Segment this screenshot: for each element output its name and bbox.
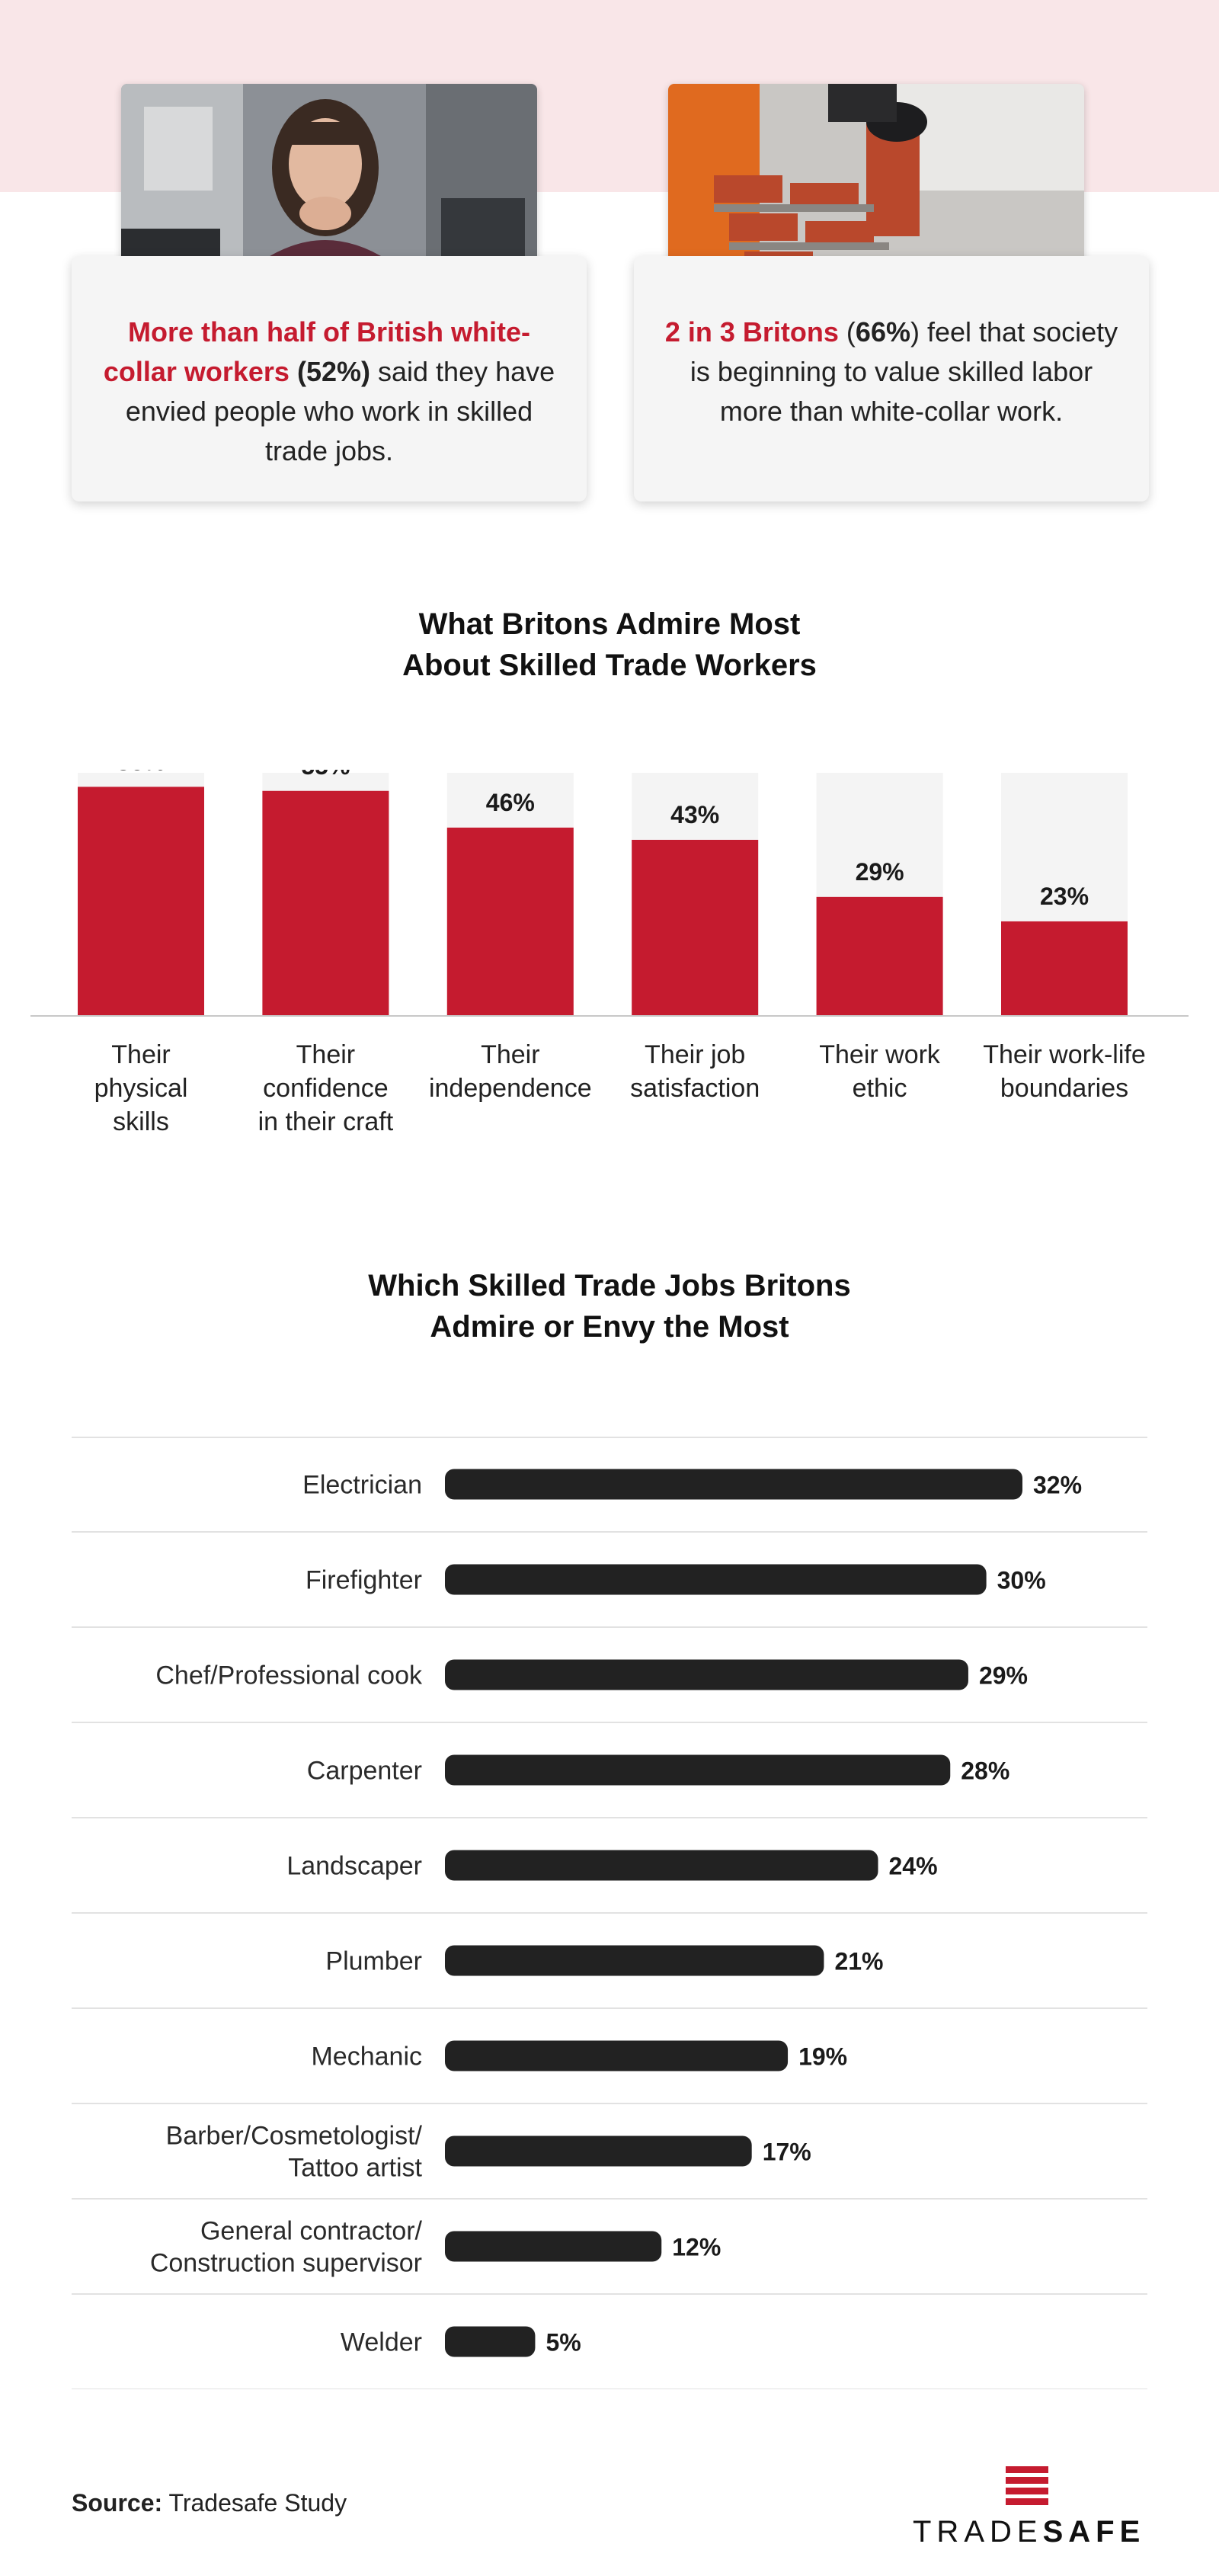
admire-category-label-line: skills	[113, 1107, 169, 1136]
jobs-bar	[445, 1945, 824, 1976]
admire-category-label: Their confidence in their craft	[234, 1038, 417, 1139]
admire-bar	[1001, 921, 1128, 1015]
jobs-bar	[445, 1754, 951, 1786]
admire-category-label-line: Their job	[645, 1040, 746, 1069]
admire-category-label-line: physical	[94, 1074, 188, 1103]
jobs-bar-value-label: 5%	[546, 2329, 581, 2357]
jobs-chart-title-line-1: Which Skilled Trade Jobs Britons	[368, 1269, 851, 1302]
admire-bar-chart: 56% 55% 46% 43% 29% 23%	[30, 770, 1189, 1017]
admire-bar	[632, 839, 759, 1015]
stat-card-value-stat: 66%	[855, 316, 910, 348]
admire-bar-value-label: 29%	[856, 858, 904, 886]
admire-category-label-line: Their	[296, 1040, 356, 1069]
jobs-bar-value-label: 19%	[798, 2043, 847, 2071]
bricklaying-photo	[668, 84, 1084, 282]
admire-category-label-line: ethic	[852, 1074, 907, 1103]
jobs-bar-value-label: 29%	[979, 1662, 1028, 1690]
admire-bar-value-label: 43%	[670, 801, 719, 828]
jobs-bar-value-label: 32%	[1033, 1472, 1082, 1499]
admire-category-label-line: in their craft	[258, 1107, 394, 1136]
source-text: Tradesafe Study	[162, 2489, 347, 2517]
jobs-chart-title-line-2: Admire or Envy the Most	[430, 1310, 789, 1344]
source-note: Source: Tradesafe Study	[72, 2489, 347, 2517]
admire-bar	[446, 827, 574, 1015]
jobs-bar-value-label: 24%	[889, 1853, 938, 1880]
jobs-bar	[445, 2040, 789, 2071]
jobs-chart-title: Which Skilled Trade Jobs Britons Admire …	[0, 1265, 1219, 1347]
admire-category-label: Their work ethic	[789, 1038, 971, 1105]
woman-thinking-photo	[121, 84, 537, 282]
jobs-category-label: Plumber	[325, 1947, 422, 1976]
admire-bar-value-label: 46%	[486, 789, 535, 816]
admire-chart-title: What Britons Admire Most About Skilled T…	[0, 604, 1219, 686]
tradesafe-logo-icon	[1006, 2466, 1048, 2505]
admire-category-label-line: Their	[111, 1040, 171, 1069]
tradesafe-wordmark: TRADESAFE	[913, 2515, 1141, 2549]
jobs-bar-value-label: 30%	[997, 1567, 1046, 1594]
jobs-bar-value-label: 28%	[961, 1757, 1009, 1785]
admire-category-label: Their work-life boundaries	[973, 1038, 1156, 1105]
jobs-bar	[445, 2231, 662, 2262]
admire-category-label-line: boundaries	[1000, 1074, 1129, 1103]
jobs-category-label: General contractor/	[200, 2217, 423, 2246]
admire-category-label-line: Their	[481, 1040, 540, 1069]
jobs-bar-value-label: 21%	[834, 1948, 883, 1975]
jobs-category-label: Electrician	[302, 1471, 422, 1500]
stat-card-value-highlight: 2 in 3 Britons	[664, 316, 839, 348]
admire-category-label-line: confidence	[263, 1074, 389, 1103]
stat-card-envy-highlight: More than half of British white-collar w…	[103, 316, 530, 387]
admire-bar-value-label: 23%	[1040, 883, 1089, 910]
stat-card-value: 2 in 3 Britons (66%) feel that society i…	[634, 256, 1149, 501]
jobs-category-label: Barber/Cosmetologist/	[166, 2122, 423, 2151]
admire-category-label-line: Their work	[819, 1040, 940, 1069]
admire-category-label-line: Their work-life	[983, 1040, 1146, 1069]
jobs-category-label: Chef/Professional cook	[155, 1661, 423, 1690]
admire-chart-title-line-2: About Skilled Trade Workers	[402, 649, 817, 682]
jobs-bar	[445, 1469, 1022, 1500]
admire-bar	[262, 790, 389, 1015]
admire-category-label: Their job satisfaction	[603, 1038, 786, 1105]
tradesafe-logo: TRADESAFE	[913, 2463, 1141, 2549]
stat-card-value-paren-close: )	[910, 316, 920, 348]
stat-card-envy-text: More than half of British white-collar w…	[102, 312, 556, 471]
admire-bar-value-label: 56%	[117, 770, 165, 775]
jobs-bar-value-label: 17%	[763, 2139, 811, 2166]
stat-card-value-rest: feel that society is beginning to value …	[689, 316, 1118, 427]
stat-card-value-text: 2 in 3 Britons (66%) feel that society i…	[664, 312, 1118, 431]
jobs-category-label: Mechanic	[311, 2043, 422, 2071]
source-label: Source:	[72, 2489, 163, 2517]
admire-bar-value-label: 55%	[301, 770, 350, 780]
logo-text-safe: SAFE	[1042, 2515, 1146, 2549]
jobs-bar	[445, 2326, 536, 2357]
admire-bar	[78, 787, 204, 1015]
jobs-category-label: Landscaper	[286, 1852, 422, 1881]
jobs-category-label: Construction supervisor	[150, 2249, 422, 2278]
jobs-bar-value-label: 12%	[672, 2234, 721, 2261]
jobs-bar	[445, 1564, 987, 1595]
jobs-category-label: Tattoo artist	[288, 2154, 422, 2183]
admire-chart-title-line-1: What Britons Admire Most	[418, 607, 801, 641]
jobs-bar	[445, 1659, 968, 1690]
admire-category-label-line: satisfaction	[630, 1074, 760, 1103]
admire-category-label-line: independence	[428, 1074, 592, 1103]
jobs-category-label: Firefighter	[306, 1566, 422, 1595]
jobs-bar	[445, 2135, 752, 2167]
logo-text-trade: TRADE	[913, 2515, 1043, 2549]
stat-card-envy-stat: (52%)	[296, 356, 370, 387]
admire-category-label: Their independence	[419, 1038, 602, 1105]
jobs-category-label: Carpenter	[307, 1757, 422, 1786]
stat-card-value-paren-open: (	[838, 316, 856, 348]
jobs-category-label: Welder	[341, 2328, 422, 2357]
stat-card-envy: More than half of British white-collar w…	[72, 256, 587, 501]
admire-bar	[816, 896, 943, 1015]
admire-category-label: Their physical skills	[50, 1038, 232, 1139]
stat-card-envy-rest: said they have envied people who work in…	[125, 356, 555, 466]
jobs-bar-chart: Electrician 32% Firefighter 30% Chef/Profess…	[72, 1437, 1147, 2389]
jobs-bar	[445, 1850, 878, 1881]
